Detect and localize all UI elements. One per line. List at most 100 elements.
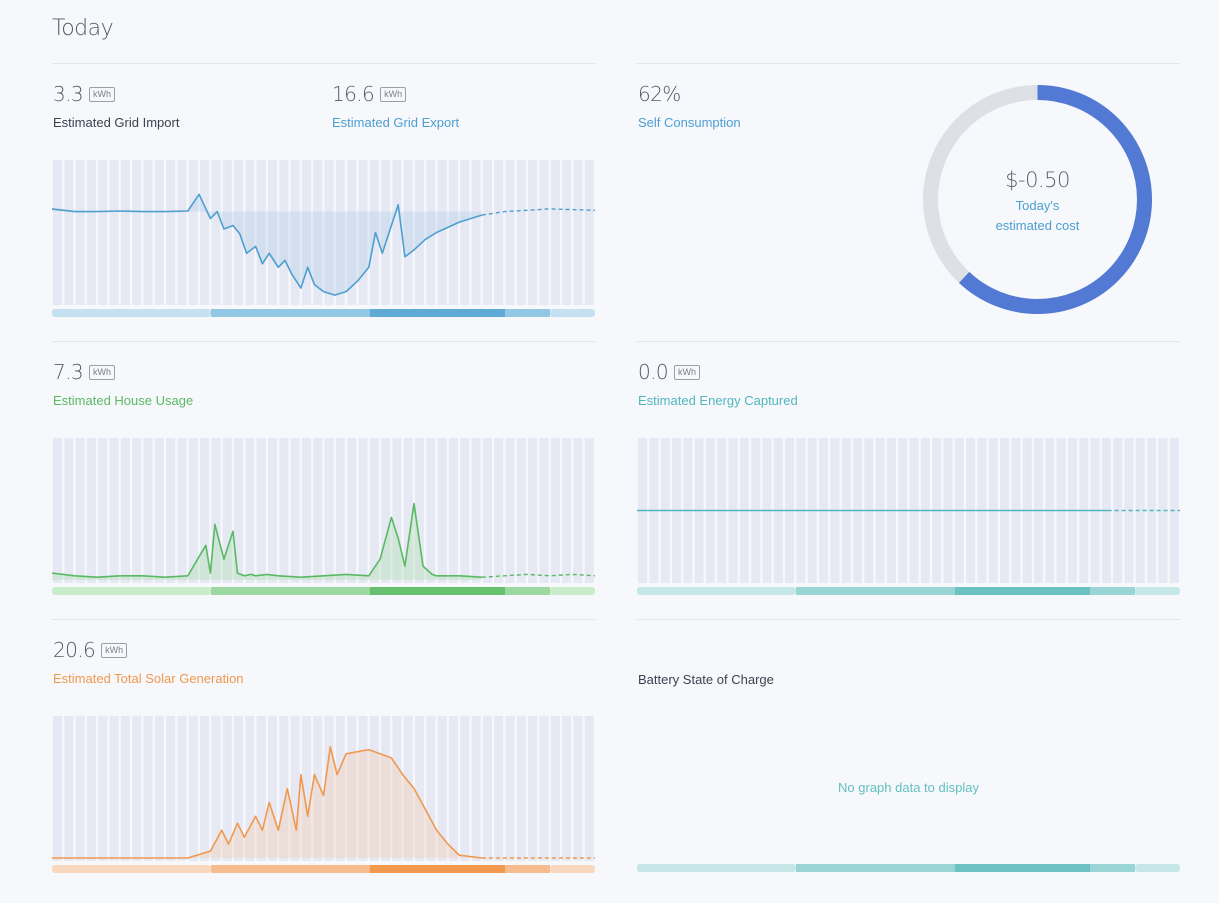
chart-column xyxy=(573,438,583,583)
timeline-segment xyxy=(550,587,595,595)
chart-column xyxy=(335,160,345,305)
chart-column xyxy=(245,160,255,305)
chart-column xyxy=(109,438,119,583)
chart-column xyxy=(584,160,594,305)
self-consumption-value: 62% xyxy=(638,82,681,106)
chart-column xyxy=(415,438,425,583)
chart-column xyxy=(256,716,266,861)
chart-column xyxy=(482,438,492,583)
house-chart-svg xyxy=(52,438,595,595)
chart-column xyxy=(347,716,357,861)
chart-column xyxy=(53,438,63,583)
chart-column xyxy=(403,160,413,305)
series-line xyxy=(52,746,482,859)
chart-column xyxy=(188,716,198,861)
chart-column xyxy=(448,160,459,305)
unit-badge: kWh xyxy=(89,86,116,102)
chart-column xyxy=(562,438,572,583)
chart-column xyxy=(211,160,221,305)
chart-column xyxy=(166,716,176,861)
chart-column xyxy=(267,716,278,861)
divider xyxy=(637,341,1180,342)
house-chart[interactable] xyxy=(52,438,595,596)
energy-captured-label: Estimated Energy Captured xyxy=(638,393,798,408)
chart-column xyxy=(573,716,583,861)
cost-label: Today's estimated cost xyxy=(922,196,1153,236)
chart-column xyxy=(448,716,459,861)
chart-column xyxy=(143,716,153,861)
chart-column xyxy=(1158,438,1168,583)
chart-column xyxy=(426,438,436,583)
chart-column xyxy=(166,438,176,583)
battery-timeline[interactable] xyxy=(637,864,1180,873)
chart-column xyxy=(550,438,560,583)
chart-column xyxy=(369,160,379,305)
grid-import-value: 3.3 xyxy=(53,82,84,106)
grid-chart[interactable] xyxy=(52,160,595,318)
chart-column xyxy=(460,716,470,861)
series-line xyxy=(52,193,483,296)
chart-column xyxy=(562,716,572,861)
chart-column xyxy=(584,438,594,583)
self-consumption-metric: 62% Self Consumption xyxy=(638,82,741,130)
energy-captured-chart-svg xyxy=(637,438,1180,595)
chart-column xyxy=(53,716,63,861)
timeline-segment xyxy=(637,587,796,595)
chart-column xyxy=(64,438,74,583)
donut-arc xyxy=(923,85,1152,314)
series-forecast-line xyxy=(481,208,595,216)
chart-column xyxy=(313,716,323,861)
chart-column xyxy=(528,438,538,583)
chart-column xyxy=(234,716,244,861)
chart-column xyxy=(75,438,85,583)
timeline-segment xyxy=(796,587,955,595)
house-usage-label: Estimated House Usage xyxy=(53,393,194,408)
energy-captured-chart[interactable] xyxy=(637,438,1180,596)
chart-column xyxy=(437,160,447,305)
chart-column xyxy=(460,438,470,583)
chart-column xyxy=(528,716,538,861)
series-line xyxy=(52,502,482,578)
chart-column xyxy=(539,438,549,583)
chart-column xyxy=(188,160,198,305)
chart-column xyxy=(437,716,447,861)
chart-column xyxy=(482,160,492,305)
chart-column xyxy=(494,438,504,583)
chart-column xyxy=(200,716,210,861)
chart-column xyxy=(98,438,108,583)
chart-column xyxy=(437,438,447,583)
chart-column xyxy=(539,160,549,305)
chart-column xyxy=(324,438,334,583)
solar-chart[interactable] xyxy=(52,716,595,874)
chart-column xyxy=(301,716,311,861)
unit-badge: kWh xyxy=(674,364,701,380)
series-forecast-line xyxy=(481,573,595,578)
series-area xyxy=(52,194,482,296)
grid-import-metric: 3.3 kWh Estimated Grid Import xyxy=(53,82,179,130)
timeline-segment xyxy=(1135,587,1180,595)
chart-column xyxy=(392,716,402,861)
chart-column xyxy=(539,716,549,861)
chart-column xyxy=(403,438,413,583)
chart-column xyxy=(75,160,85,305)
timeline-segment xyxy=(370,309,505,317)
chart-column xyxy=(245,438,255,583)
timeline-segment xyxy=(796,864,955,872)
chart-column xyxy=(494,160,504,305)
solar-generation-label: Estimated Total Solar Generation xyxy=(53,671,244,686)
timeline-segment xyxy=(505,865,550,873)
chart-column xyxy=(75,716,85,861)
chart-column xyxy=(154,716,164,861)
chart-column xyxy=(290,438,300,583)
timeline-segment xyxy=(955,864,1090,872)
divider xyxy=(52,619,595,620)
chart-column xyxy=(471,716,481,861)
divider xyxy=(52,63,595,64)
chart-column xyxy=(177,438,187,583)
chart-column xyxy=(290,160,300,305)
chart-column xyxy=(369,716,379,861)
chart-column xyxy=(505,438,515,583)
chart-column xyxy=(132,716,142,861)
timeline-segment xyxy=(52,587,211,595)
chart-column xyxy=(279,716,289,861)
